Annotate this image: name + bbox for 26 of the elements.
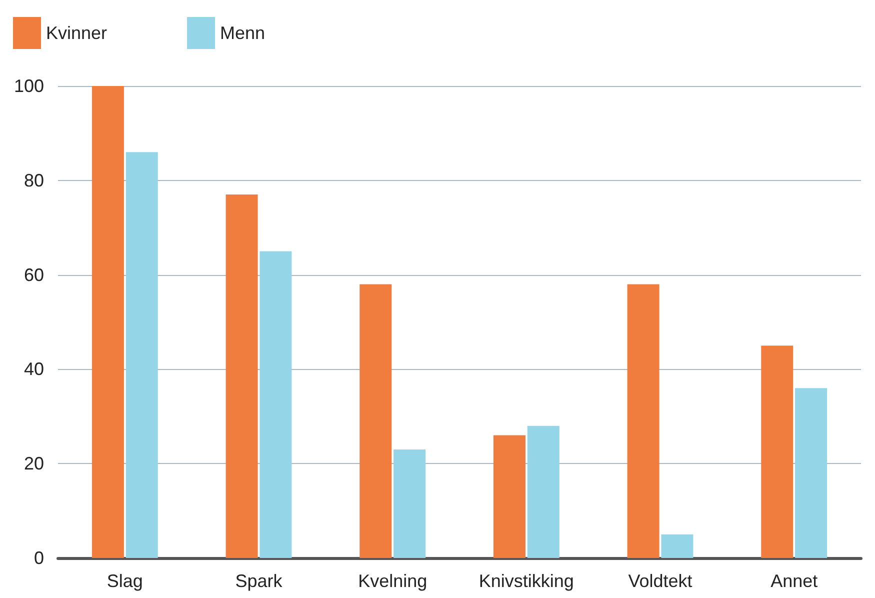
bar <box>527 426 560 558</box>
bar <box>795 388 828 558</box>
y-tick-label: 40 <box>24 359 44 380</box>
legend-label: Kvinner <box>46 23 108 43</box>
bar <box>260 251 292 558</box>
bar <box>126 152 158 558</box>
x-tick-label: Slag <box>106 571 143 591</box>
y-tick-label: 100 <box>14 76 44 96</box>
x-tick-label: Spark <box>235 571 284 591</box>
bar <box>493 435 526 558</box>
y-tick-label: 0 <box>34 548 44 568</box>
bar <box>627 284 660 558</box>
bar <box>661 534 694 558</box>
x-tick-label: Kvelning <box>358 571 428 591</box>
x-tick-label: Voldtekt <box>628 571 692 591</box>
bar <box>394 449 426 558</box>
y-tick-label: 20 <box>24 454 44 474</box>
bar <box>226 194 258 558</box>
x-tick-label: Annet <box>770 571 818 591</box>
x-tick-label: Knivstikking <box>478 571 574 591</box>
bar <box>92 86 124 558</box>
legend-label: Menn <box>220 23 266 43</box>
bar <box>360 284 392 558</box>
bar <box>761 346 794 558</box>
y-tick-label: 80 <box>24 170 44 190</box>
y-tick-label: 60 <box>24 264 44 285</box>
